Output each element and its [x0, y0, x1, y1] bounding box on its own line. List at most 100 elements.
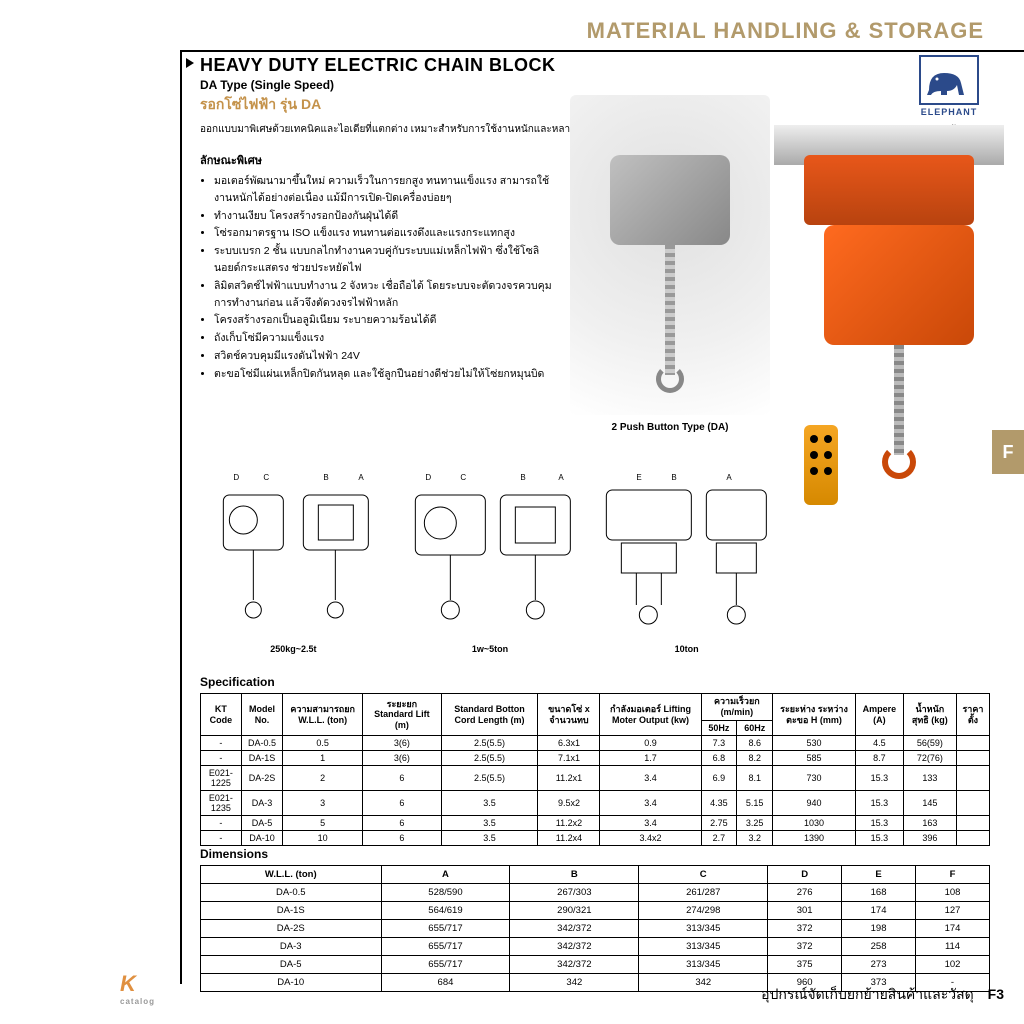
- svg-text:A: A: [558, 473, 564, 482]
- diagram-large: E B A 10ton: [593, 465, 780, 665]
- table-cell: [956, 736, 989, 751]
- table-cell: 127: [916, 902, 990, 920]
- product-subtitle: DA Type (Single Speed): [200, 78, 1004, 92]
- table-cell: 342/372: [510, 920, 639, 938]
- product-title-en: HEAVY DUTY ELECTRIC CHAIN BLOCK: [200, 55, 1004, 76]
- table-cell: 396: [903, 831, 956, 846]
- table-cell: 258: [842, 938, 916, 956]
- table-cell: [956, 831, 989, 846]
- table-cell: E021-1235: [201, 791, 242, 816]
- th: D: [768, 866, 842, 884]
- th: B: [510, 866, 639, 884]
- diagram-medium: D C B A 1w~5ton: [397, 465, 584, 665]
- vertical-rule: [180, 50, 182, 984]
- table-cell: 7.3: [701, 736, 737, 751]
- table-cell: [956, 766, 989, 791]
- svg-text:D: D: [425, 473, 431, 482]
- th: 50Hz: [701, 720, 737, 736]
- table-cell: 313/345: [639, 938, 768, 956]
- th: A: [381, 866, 510, 884]
- table-cell: 6: [363, 766, 441, 791]
- table-cell: DA-3: [201, 938, 382, 956]
- svg-text:B: B: [323, 473, 328, 482]
- table-cell: [956, 816, 989, 831]
- table-cell: 3.4: [600, 816, 701, 831]
- th: ราคาตั้ง: [956, 694, 989, 736]
- feature-item: ถังเก็บโซ่มีความแข็งแรง: [214, 330, 560, 347]
- svg-text:D: D: [233, 473, 239, 482]
- table-cell: DA-1S: [201, 902, 382, 920]
- table-cell: 4.35: [701, 791, 737, 816]
- technical-diagrams: D C B A 250kg~2.5t D: [200, 465, 780, 665]
- table-cell: 8.2: [737, 751, 773, 766]
- th: ระยะห่าง ระหว่างตะขอ H (mm): [773, 694, 856, 736]
- table-cell: DA-2S: [201, 920, 382, 938]
- table-cell: 2.75: [701, 816, 737, 831]
- table-cell: 8.1: [737, 766, 773, 791]
- table-cell: 1030: [773, 816, 856, 831]
- table-cell: 15.3: [855, 791, 903, 816]
- table-cell: 6.9: [701, 766, 737, 791]
- table-cell: 8.7: [855, 751, 903, 766]
- table-cell: 313/345: [639, 920, 768, 938]
- table-cell: 198: [842, 920, 916, 938]
- table-cell: 1: [283, 751, 363, 766]
- table-cell: 145: [903, 791, 956, 816]
- table-cell: 3.5: [441, 791, 538, 816]
- table-cell: 290/321: [510, 902, 639, 920]
- table-cell: 2.5(5.5): [441, 766, 538, 791]
- table-cell: 0.9: [600, 736, 701, 751]
- elephant-icon: [919, 55, 979, 105]
- photo-caption: 2 Push Button Type (DA): [570, 422, 770, 433]
- table-cell: 7.1x1: [538, 751, 600, 766]
- feature-item: ระบบเบรก 2 ชั้น แบบกลไกทำงานควบคู่กับระบ…: [214, 243, 560, 277]
- th: ความเร็วยก (m/min): [701, 694, 773, 721]
- brand-name: ELEPHANT: [904, 107, 994, 117]
- table-cell: DA-10: [241, 831, 282, 846]
- table-cell: 655/717: [381, 938, 510, 956]
- table-cell: DA-0.5: [201, 884, 382, 902]
- feature-item: ตะขอโซ่มีแผ่นเหล็กปิดกันหลุด และใช้ลูกปื…: [214, 366, 560, 383]
- th: Model No.: [241, 694, 282, 736]
- table-cell: 174: [842, 902, 916, 920]
- feature-item: โครงสร้างรอกเป็นอลูมิเนียม ระบายความร้อน…: [214, 312, 560, 329]
- table-cell: 3.4x2: [600, 831, 701, 846]
- table-cell: -: [201, 831, 242, 846]
- table-cell: 15.3: [855, 766, 903, 791]
- svg-text:C: C: [263, 473, 269, 482]
- features-list: มอเตอร์พัฒนามาขึ้นใหม่ ความเร็วในการยกสู…: [200, 173, 560, 383]
- top-rule: [180, 50, 1024, 52]
- table-cell: 4.5: [855, 736, 903, 751]
- th: 60Hz: [737, 720, 773, 736]
- feature-item: มอเตอร์พัฒนามาขึ้นใหม่ ความเร็วในการยกสู…: [214, 173, 560, 207]
- table-cell: 72(76): [903, 751, 956, 766]
- product-photo-orange: [774, 125, 1004, 545]
- table-cell: 3.5: [441, 831, 538, 846]
- table-cell: 6.3x1: [538, 736, 600, 751]
- table-cell: -: [201, 751, 242, 766]
- table-cell: 3.5: [441, 816, 538, 831]
- table-cell: -: [201, 736, 242, 751]
- table-cell: 15.3: [855, 816, 903, 831]
- table-cell: 11.2x1: [538, 766, 600, 791]
- table-cell: -: [201, 816, 242, 831]
- table-cell: 3(6): [363, 751, 441, 766]
- table-cell: 10: [283, 831, 363, 846]
- table-cell: 655/717: [381, 920, 510, 938]
- table-cell: 108: [916, 884, 990, 902]
- table-cell: 3(6): [363, 736, 441, 751]
- table-cell: 8.6: [737, 736, 773, 751]
- table-cell: 3.2: [737, 831, 773, 846]
- table-cell: 6: [363, 791, 441, 816]
- feature-item: ลิมิตสวิตช์ไฟฟ้าแบบทำงาน 2 จังหวะ เชื่อถ…: [214, 278, 560, 312]
- diagram-caption: 250kg~2.5t: [200, 644, 387, 654]
- table-cell: 940: [773, 791, 856, 816]
- table-cell: [956, 751, 989, 766]
- table-cell: DA-1S: [241, 751, 282, 766]
- table-cell: DA-2S: [241, 766, 282, 791]
- table-cell: 56(59): [903, 736, 956, 751]
- table-cell: DA-3: [241, 791, 282, 816]
- table-cell: DA-0.5: [241, 736, 282, 751]
- diagram-caption: 10ton: [593, 644, 780, 654]
- page-footer: K catalog อุปกรณ์จัดเก็บยกย้ายสินค้าและว…: [0, 971, 1004, 1006]
